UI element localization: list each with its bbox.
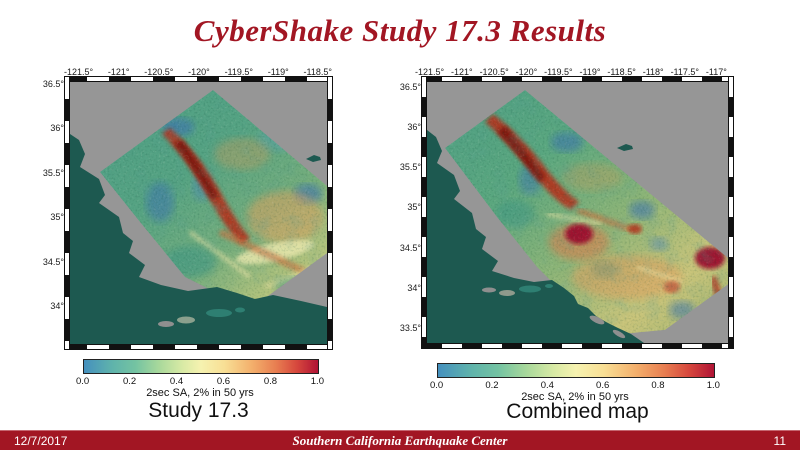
axis-tick-label: -120° [188, 67, 210, 77]
colorbar-tick-label: 0.2 [122, 376, 137, 387]
left-map [64, 76, 333, 350]
footer-date: 12/7/2017 [14, 433, 68, 448]
axis-tick-label: 36.5° [42, 79, 64, 89]
axis-tick-label: -118.5° [303, 67, 332, 77]
map-frame-band [421, 343, 734, 349]
axis-tick-label: -119.5° [224, 67, 254, 77]
channel-islands [158, 307, 245, 327]
axis-tick-label: 36.5° [399, 82, 421, 92]
right-map-y-axis-labels: 36.5° 36° 35.5° 35° 34.5° 34° 33.5° [379, 81, 421, 334]
axis-tick-label: -119° [579, 67, 601, 77]
footer-page-number: 11 [773, 433, 786, 448]
axis-tick-label: -121° [451, 67, 473, 77]
axis-tick-label: -118.5° [607, 67, 636, 77]
colorbar-tick-label: 0.4 [169, 376, 184, 387]
right-map-canvas [427, 82, 728, 343]
left-map-caption: Study 17.3 [148, 399, 249, 422]
footer-bar: 12/7/2017 Southern California Earthquake… [0, 430, 800, 450]
ocean [427, 130, 644, 343]
axis-tick-label: -121.5° [64, 67, 94, 77]
axis-tick-label: 34° [407, 282, 421, 293]
left-map-canvas [70, 82, 327, 344]
right-map-caption: Combined map [506, 400, 649, 423]
map-frame-band [64, 76, 70, 350]
right-colorbar-ticks: 0.0 0.2 0.4 0.6 0.8 1.0 [430, 380, 720, 391]
colorbar-tick-label: 0.4 [540, 380, 554, 391]
axis-tick-label: -120.5° [479, 67, 509, 77]
colorbar-tick-label: 0.0 [76, 376, 90, 387]
footer-organization: Southern California Earthquake Center [292, 432, 508, 448]
axis-tick-label: -120.5° [144, 67, 174, 77]
colorbar-tick-label: 1.0 [310, 376, 324, 387]
axis-tick-label: -119.5° [544, 67, 573, 77]
map-frame-band [64, 344, 333, 350]
colorbar-tick-label: 0.0 [430, 380, 444, 391]
colorbar-tick-label: 0.6 [596, 380, 610, 391]
axis-tick-label: 34° [50, 300, 64, 311]
map-frame-band [64, 76, 333, 82]
slide-title: CyberShake Study 17.3 Results [193, 13, 607, 48]
map-frame-band [421, 76, 427, 349]
axis-tick-label: 35.5° [399, 162, 421, 173]
axis-tick-label: -119° [267, 67, 289, 77]
axis-tick-label: 33.5° [399, 322, 421, 333]
map-frame-band [421, 76, 734, 82]
axis-tick-label: 35° [50, 212, 64, 223]
axis-tick-label: -121° [107, 67, 130, 77]
small-island-icon [617, 144, 633, 151]
axis-tick-label: -118° [642, 67, 664, 77]
axis-tick-label: 36° [50, 123, 64, 134]
left-colorbar-ticks: 0.0 0.2 0.4 0.6 0.8 1.0 [76, 376, 324, 387]
channel-islands [482, 284, 626, 339]
colorbar-tick-label: 1.0 [706, 380, 720, 391]
axis-tick-label: -117° [705, 67, 727, 77]
colorbar-tick-label: 0.8 [651, 380, 665, 391]
left-map-y-axis-labels: 36.5° 36° 35.5° 35° 34.5° 34° [20, 78, 64, 312]
right-map [421, 76, 734, 349]
colorbar-tick-label: 0.2 [485, 380, 499, 391]
axis-tick-label: 34.5° [399, 242, 421, 253]
axis-tick-label: -121.5° [415, 67, 445, 77]
right-colorbar-label: 2sec SA, 2% in 50 yrs [521, 391, 629, 403]
left-colorbar-label: 2sec SA, 2% in 50 yrs [146, 387, 254, 399]
axis-tick-label: 35.5° [42, 167, 64, 178]
map-frame-band [327, 76, 333, 350]
right-map-x-axis-labels: -121.5° -121° -120.5° -120° -119.5° -119° -118… [415, 67, 727, 77]
small-island-icon [306, 155, 321, 162]
left-map-x-axis-labels: -121.5° -121° -120.5° -120° -119.5° -119° -118… [64, 67, 332, 77]
axis-tick-label: 34.5° [42, 256, 64, 267]
ocean [70, 134, 327, 344]
colorbar-tick-label: 0.6 [216, 376, 231, 387]
axis-tick-label: 35° [407, 202, 421, 213]
hazard-region [100, 90, 327, 304]
axis-tick-label: -117.5° [670, 67, 700, 77]
right-colorbar [437, 363, 715, 378]
axis-tick-label: 36° [407, 122, 421, 133]
left-colorbar [83, 359, 319, 374]
map-frame-band [728, 76, 734, 349]
axis-tick-label: -120° [515, 67, 538, 77]
colorbar-tick-label: 0.8 [263, 376, 278, 387]
